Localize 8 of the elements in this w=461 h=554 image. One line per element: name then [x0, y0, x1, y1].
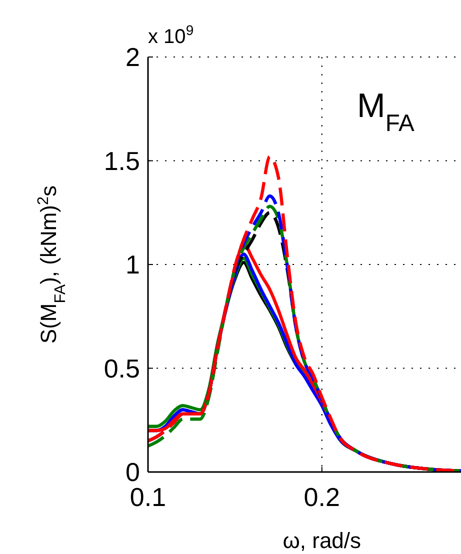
text: x 10$^{9}$ [148, 22, 194, 48]
annotation: M$_{FA}$ [357, 87, 415, 136]
x-tick-label: 0.2 [304, 482, 340, 512]
y-tick-label: 1 [126, 250, 140, 280]
y-tick-label: 1.5 [104, 146, 140, 176]
y-tick-label: 2 [126, 42, 140, 72]
y-tick-label: 0.5 [104, 353, 140, 384]
x-axis-title: ω, rad/s [282, 528, 362, 553]
